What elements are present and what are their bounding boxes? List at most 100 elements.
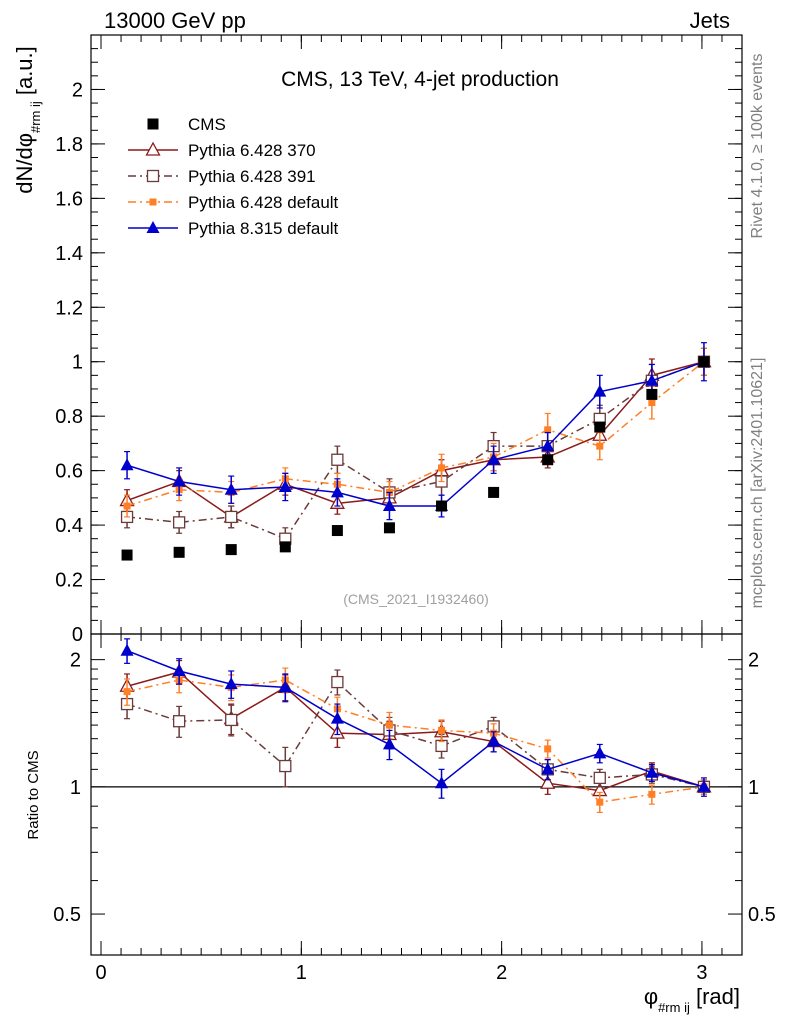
y-axis-label-text: dN/dφ#rm ij [a.u.] [12,46,43,194]
ratio-series-line [126,649,705,788]
ratio-tick-label-left: 2 [70,650,81,672]
ratio-point [648,790,656,798]
header-right: Jets [690,8,730,33]
rivet-label: Rivet 4.1.0, ≥ 100k events [749,54,766,239]
data-point [173,546,185,558]
ratio-y-axis-label: Ratio to CMS [25,750,42,839]
ratio-point [438,726,446,734]
data-point [225,544,237,556]
y-tick-label: 0.4 [55,515,83,537]
legend-marker [147,118,159,130]
legend-entry: Pythia 6.428 391 [128,167,316,186]
ratio-point [540,774,556,789]
data-point [224,482,238,495]
legend-label: Pythia 6.428 370 [188,141,316,160]
ratio-point [487,734,501,747]
ratio-point [385,721,393,729]
data-point [278,479,292,492]
data-point [331,453,344,466]
data-point [594,421,606,433]
ratio-point [596,798,604,806]
data-point [120,458,134,471]
x-tick-label: 3 [696,962,707,984]
ratio-point [278,680,292,693]
data-point [698,356,710,368]
data-point [596,442,604,450]
legend: CMS Pythia 6.428 370 Pythia 6.428 391 Pythi… [128,115,339,238]
data-point [541,439,555,452]
ratio-tick-label-left: 1 [70,777,81,799]
x-axis-label-text: φ#rm ij [rad] [644,984,740,1015]
series-pythia-6-428-370 [119,347,712,801]
series-line [126,361,705,540]
legend-label: Pythia 8.315 default [188,219,339,238]
ratio-point [172,715,186,728]
data-point [542,454,554,466]
y-tick-label: 1.4 [55,243,83,265]
ratio-point [225,713,238,727]
ratio-tick-label-left: 0.5 [53,904,81,926]
ratio-tick-label-right: 2 [748,650,759,672]
data-point [436,500,448,512]
data-point [279,541,291,553]
series-pythia-8-315-default [120,342,711,799]
ratio-point [645,765,659,778]
ratio-tick-label-right: 0.5 [748,904,776,926]
x-axis-label: φ#rm ij [rad] [644,984,740,1015]
y-tick-label: 1.8 [55,134,83,156]
ratio-frame-box [90,633,743,956]
data-point [383,522,395,534]
watermark: (CMS_2021_I1932460) [343,591,489,607]
data-point [438,464,446,472]
legend-entry: Pythia 8.315 default [128,219,339,238]
data-point [382,499,396,512]
ratio-series-line [126,671,705,792]
ratio-point [224,677,238,690]
ratio-point [279,759,292,773]
data-point [330,485,344,498]
series-line [126,361,705,507]
ratio-series-line [126,680,705,788]
legend-label: Pythia 6.428 391 [188,167,316,186]
data-point [593,384,607,397]
y-tick-label: 0.6 [55,461,83,483]
ratio-point [697,779,711,792]
data-point [172,516,186,529]
chart-title: CMS, 13 TeV, 4-jet production [281,68,559,91]
legend-marker [146,221,160,233]
data-point [544,426,552,434]
ratio-point [330,711,344,724]
y-tick-label: 0.2 [55,570,83,592]
legend-marker [146,169,160,183]
axes-group: 0 1 2 3 0 0.2 0.4 0.6 0.8 1 1.2 1.4 1.6 1.8 2 0.5 0.5 1 1 2… [53,34,776,984]
y-tick-label: 1.2 [55,297,83,319]
data-point [645,373,659,386]
legend-marker [149,198,157,206]
x-tick-label: 2 [496,962,507,984]
header-left: 13000 GeV pp [104,8,246,33]
data-point [123,502,131,510]
x-tick-label: 0 [95,962,106,984]
series-line [126,361,705,507]
mcplots-label: mcplots.cern.ch [arXiv:2401.10621] [749,358,766,609]
ratio-point [593,771,606,785]
legend-marker [145,141,161,156]
x-tick-label: 1 [296,962,307,984]
data-point [487,452,501,465]
y-tick-label: 0 [72,624,83,646]
y-tick-label: 2 [72,79,83,101]
ratio-point [120,643,134,656]
series-line [126,361,705,518]
ratio-point [593,746,607,759]
data-point [121,549,133,561]
legend-label: Pythia 6.428 default [188,193,339,212]
ratio-point [172,664,186,677]
legend-label: CMS [188,115,226,134]
ratio-point [541,762,555,775]
series-pythia-6-428-default [123,347,708,814]
data-marks [119,342,712,814]
data-point [488,486,500,498]
y-axis-label: dN/dφ#rm ij [a.u.] [12,46,43,194]
series-cms [121,356,710,561]
